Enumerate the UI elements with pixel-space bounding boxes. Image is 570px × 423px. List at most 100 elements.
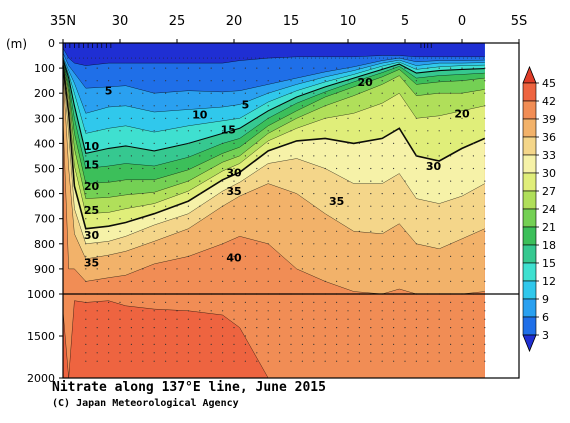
sampling-dot <box>472 92 474 94</box>
sampling-dot <box>427 205 429 207</box>
sampling-dot <box>244 343 246 345</box>
sampling-dot <box>267 167 269 170</box>
sampling-dot <box>301 310 303 312</box>
contour-label: 20 <box>84 180 100 193</box>
sampling-dot <box>381 92 383 94</box>
sampling-dot <box>244 243 246 245</box>
sampling-dot <box>256 117 258 119</box>
sampling-dot <box>222 360 224 362</box>
sampling-dot <box>187 155 189 157</box>
sampling-dot <box>176 352 178 354</box>
sampling-dot <box>210 67 212 69</box>
sampling-dot <box>381 280 383 282</box>
sampling-dot <box>336 155 338 157</box>
sampling-dot <box>381 218 383 220</box>
sampling-dot <box>256 205 258 207</box>
sampling-dot <box>256 105 258 107</box>
sampling-dot <box>450 117 452 119</box>
sampling-dot <box>142 268 144 270</box>
sampling-dot <box>210 360 212 362</box>
sampling-dot <box>279 155 281 157</box>
sampling-dot <box>199 327 201 329</box>
sampling-dot <box>393 92 395 94</box>
sampling-dot <box>381 255 383 257</box>
sampling-dot <box>393 327 395 329</box>
colorbar-box <box>522 190 537 210</box>
sampling-dot <box>210 310 212 312</box>
sampling-dot <box>153 268 155 270</box>
sampling-dot <box>187 218 189 220</box>
sampling-dot <box>153 130 155 132</box>
sampling-dot <box>324 360 326 362</box>
sampling-dot <box>210 327 212 329</box>
sampling-dot <box>108 130 110 132</box>
sampling-dot <box>404 255 406 257</box>
sampling-dot <box>222 280 224 282</box>
sampling-dot <box>324 218 326 220</box>
sampling-dot <box>165 243 167 245</box>
sampling-dot <box>472 117 474 119</box>
x-axis: 35N 30 25 20 15 10 5 0 5S <box>50 14 527 43</box>
sampling-dot <box>222 230 224 232</box>
sampling-dot <box>108 67 110 69</box>
x-tick-label: 0 <box>458 14 466 29</box>
sampling-dot <box>130 327 132 329</box>
sampling-dot <box>210 130 212 132</box>
sampling-dot <box>108 352 110 354</box>
y-tick-label: 1000 <box>27 288 55 301</box>
sampling-dot <box>187 310 189 312</box>
sampling-dot <box>187 335 189 337</box>
contour-label: 30 <box>426 160 442 173</box>
sampling-dot <box>324 117 326 119</box>
sampling-dot <box>484 218 486 220</box>
sampling-dot <box>108 230 110 232</box>
sampling-dot <box>472 193 474 195</box>
colorbar-label: 42 <box>542 95 556 108</box>
sampling-dot <box>370 180 372 182</box>
sampling-dot <box>130 218 132 220</box>
sampling-dot <box>165 130 167 132</box>
sampling-dot <box>347 218 349 220</box>
sampling-dot <box>142 117 144 119</box>
sampling-dot <box>381 142 383 144</box>
sampling-dot <box>301 155 303 157</box>
sampling-dot <box>347 92 349 94</box>
sampling-dot <box>233 280 235 282</box>
sampling-dot <box>484 193 486 195</box>
sampling-dot <box>313 155 315 157</box>
sampling-dot <box>381 360 383 362</box>
sampling-dot <box>370 255 372 257</box>
sampling-dot <box>199 268 201 270</box>
sampling-dot <box>438 230 440 232</box>
sampling-dot <box>313 130 315 132</box>
sampling-dot <box>130 155 132 157</box>
sampling-dot <box>233 335 235 337</box>
sampling-dot <box>199 335 201 337</box>
sampling-dot <box>324 230 326 232</box>
sampling-dot <box>393 318 395 320</box>
sampling-dot <box>472 167 474 170</box>
sampling-dot <box>472 142 474 144</box>
sampling-dot <box>393 80 395 82</box>
sampling-dot <box>210 301 212 303</box>
sampling-dot <box>324 280 326 282</box>
sampling-dot <box>301 280 303 282</box>
sampling-dot <box>450 130 452 132</box>
sampling-dot <box>233 243 235 245</box>
sampling-dot <box>267 205 269 207</box>
sampling-dot <box>96 255 98 257</box>
sampling-dot <box>119 343 121 345</box>
sampling-dot <box>484 318 486 320</box>
colorbar-box <box>522 208 537 228</box>
sampling-dot <box>130 243 132 245</box>
sampling-dot <box>233 352 235 354</box>
sampling-dot <box>279 142 281 144</box>
sampling-dot <box>438 255 440 257</box>
sampling-dot <box>108 205 110 207</box>
sampling-dot <box>233 230 235 232</box>
sampling-dot <box>290 268 292 270</box>
sampling-dot <box>290 130 292 132</box>
sampling-dot <box>336 193 338 195</box>
sampling-dot <box>381 105 383 107</box>
